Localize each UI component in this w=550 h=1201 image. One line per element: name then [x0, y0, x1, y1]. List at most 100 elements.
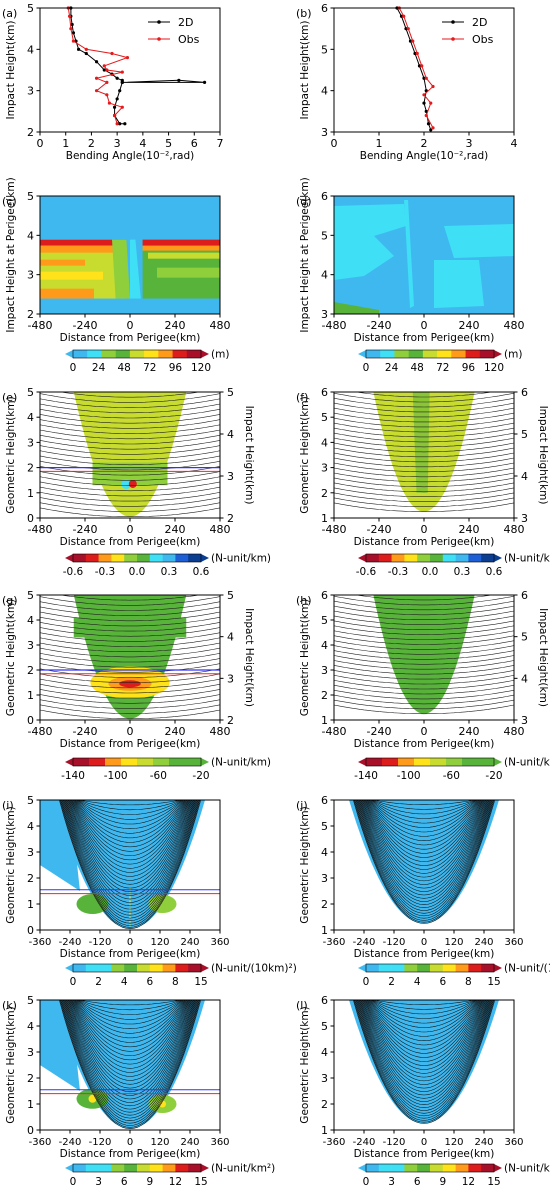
- y-tick-label: 2: [27, 462, 34, 475]
- colorbar-swatch: [378, 1164, 392, 1172]
- weight-contour: [60, 1000, 200, 1126]
- y2-axis-label: Impact Height(km): [243, 406, 255, 505]
- ray-line: [40, 497, 220, 507]
- colorbar-tick-label: -60: [443, 770, 460, 782]
- y-tick-label: 4: [321, 85, 328, 98]
- colorbar-tick-label: 9: [146, 1176, 153, 1188]
- colorbar-tick-label: 0: [363, 362, 370, 374]
- chart-e: -480 -240 0 240 480 0 1 2 3 4 5 2 3 4 5 Impact Height(k…: [2, 386, 271, 578]
- y-tick-label: 3: [321, 664, 328, 677]
- region-right-lg: [157, 267, 220, 278]
- region-streak: [412, 392, 430, 493]
- colorbar-swatch: [121, 758, 138, 766]
- weight-contour: [362, 1000, 486, 1082]
- data-point-obs: [420, 64, 424, 68]
- region-bottom: [40, 298, 220, 314]
- colorbar-swatch: [468, 554, 482, 562]
- ray-line: [40, 507, 220, 518]
- ray-line: [40, 440, 220, 450]
- colorbar-tick-label: -0.3: [388, 566, 409, 578]
- data-point-obs: [107, 101, 112, 105]
- x-tick-label: 120: [444, 1137, 463, 1148]
- colorbar-tick-label: 6: [439, 976, 446, 988]
- colorbar-extend-right: [494, 350, 502, 358]
- weight-contour: [357, 800, 491, 905]
- weight-contour: [63, 800, 197, 913]
- data-point-2d: [422, 101, 426, 105]
- x-tick-label: -120: [89, 937, 112, 948]
- y-tick-label: 3: [27, 639, 34, 652]
- y2-tick-label: 5: [521, 631, 528, 644]
- data-point-2d: [115, 97, 119, 101]
- ray-line: [354, 595, 494, 601]
- ray-line: [40, 678, 220, 689]
- weight-contour: [353, 1000, 495, 1123]
- y-tick-label: 6: [321, 190, 328, 203]
- weight-contour: [358, 800, 490, 902]
- ray-line: [334, 675, 514, 685]
- colorbar-swatch: [382, 758, 399, 766]
- weight-contour: [367, 800, 481, 846]
- colorbar-tick-label: 6: [146, 976, 153, 988]
- heatmap-field: [349, 1000, 499, 1124]
- colorbar-swatch: [137, 1164, 151, 1172]
- ray-line: [40, 424, 220, 434]
- ray-line: [58, 595, 202, 601]
- x-tick-label: 240: [165, 319, 186, 332]
- x-tick-label: -480: [322, 725, 347, 738]
- data-point-obs: [406, 27, 410, 31]
- data-point-2d: [426, 122, 431, 126]
- weight-contour: [76, 1000, 184, 1025]
- data-point-obs: [84, 47, 88, 51]
- ray-line: [40, 647, 220, 658]
- y-tick-label: 1: [321, 1124, 328, 1137]
- x-tick-label: 240: [165, 725, 186, 738]
- heatmap-field: [40, 392, 220, 518]
- ray-line: [40, 398, 220, 408]
- weight-contour: [367, 1000, 481, 1050]
- y-tick-label: 4: [27, 614, 34, 627]
- weight-contour: [74, 800, 186, 839]
- colorbar-swatch: [442, 554, 456, 562]
- weight-contour: [65, 1000, 195, 1103]
- weight-contour: [63, 1000, 197, 1113]
- x-tick-label: 120: [150, 1137, 169, 1148]
- weight-contour: [62, 800, 198, 919]
- ray-line: [334, 680, 514, 690]
- colorbar-extend-left: [358, 1164, 366, 1172]
- y-tick-label: 6: [321, 386, 328, 399]
- weight-contour: [62, 800, 198, 916]
- ray-line: [334, 442, 514, 453]
- colorbar-tick-label: -0.3: [95, 566, 116, 578]
- ray-line: [40, 601, 220, 611]
- ray-line: [334, 482, 514, 493]
- x-tick-label: -240: [367, 725, 392, 738]
- colorbar-swatch: [455, 1164, 469, 1172]
- colorbar-extend-right: [201, 758, 209, 766]
- ray-line: [334, 487, 514, 498]
- data-point-obs: [424, 113, 428, 118]
- x-tick-label: 3: [114, 137, 121, 150]
- x-tick-label: 240: [474, 1137, 493, 1148]
- colorbar-unit: (N-unit/km): [504, 757, 550, 769]
- legend-label: 2D: [472, 16, 487, 29]
- weight-contour: [353, 800, 495, 923]
- x-tick-label: 0: [127, 1137, 133, 1148]
- region-cyan: [130, 239, 141, 299]
- colorbar-frame: [72, 963, 202, 973]
- colorbar-tick-label: 0: [363, 1176, 370, 1188]
- colorbar-tick-label: -0.6: [63, 566, 84, 578]
- weight-contour: [367, 800, 481, 850]
- colorbar-frame: [365, 349, 495, 359]
- y-tick-label: 3: [321, 126, 328, 139]
- data-point-2d: [70, 22, 74, 27]
- data-point-obs: [102, 64, 106, 68]
- ray-line: [40, 699, 220, 709]
- y2-axis-label: Impact Height(km): [537, 608, 549, 707]
- colorbar-tick-label: 120: [484, 362, 504, 374]
- colorbar-swatch: [430, 554, 444, 562]
- weight-contour: [368, 1000, 480, 1037]
- x-tick-label: 480: [210, 523, 231, 536]
- data-point-obs: [431, 126, 435, 130]
